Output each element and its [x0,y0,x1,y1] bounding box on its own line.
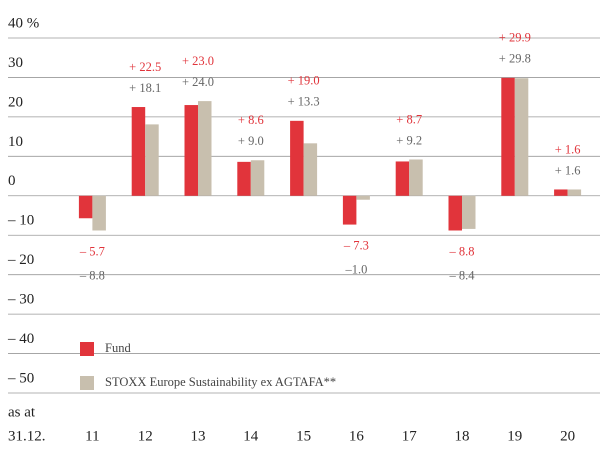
value-label: – 8.4 [449,268,476,282]
x-tick-label: 15 [296,428,311,444]
bar [501,77,515,196]
y-tick-label: 30 [8,55,23,71]
y-tick-label: – 40 [7,331,34,347]
legend-label: STOXX Europe Sustainability ex AGTAFA** [105,375,336,389]
x-axis-label: 31.12. [8,428,46,444]
value-label: – 7.3 [343,238,369,252]
value-label: – 5.7 [79,244,105,258]
y-tick-label: – 20 [7,252,34,268]
bar [514,78,529,196]
bar [250,160,265,196]
bar [78,195,93,219]
value-label: + 22.5 [129,60,161,74]
bar [184,105,198,196]
y-tick-label: – 10 [7,213,34,229]
bar [290,120,304,196]
value-label: + 29.8 [499,52,531,66]
value-label: + 9.2 [396,133,422,147]
x-tick-label: 11 [85,428,99,444]
bar [237,161,251,196]
value-label: + 29.9 [499,31,531,45]
bar [198,101,212,196]
x-tick-label: 20 [560,428,575,444]
value-label: + 1.6 [555,163,581,177]
value-label: – 8.8 [79,268,105,282]
bar [395,161,410,196]
value-label: – 8.8 [449,244,475,258]
bar [567,189,582,196]
y-tick-label: 40 % [8,15,39,31]
value-label: + 1.6 [555,142,581,156]
bar [131,107,146,196]
x-tick-label: 18 [455,428,470,444]
bar [303,143,318,196]
value-label: + 13.3 [288,95,320,109]
legend-swatch [80,342,94,356]
bar [356,195,370,200]
x-tick-label: 19 [507,428,522,444]
x-axis-label: as at [8,404,36,420]
value-label: + 9.0 [238,134,264,148]
bar [92,195,106,231]
x-tick-label: 17 [402,428,418,444]
legend-label: Fund [105,341,131,355]
value-label: + 18.1 [129,81,161,95]
x-tick-label: 12 [138,428,153,444]
bar [342,195,357,225]
y-tick-label: 20 [8,94,23,110]
legend-swatch [80,376,94,390]
x-tick-label: 16 [349,428,365,444]
bar [409,159,423,196]
x-tick-label: 14 [243,428,259,444]
bar [448,195,462,231]
x-tick-label: 13 [191,428,206,444]
value-label: –1.0 [344,262,367,276]
bar [554,189,568,196]
value-label: + 19.0 [288,74,320,88]
bar [462,195,476,229]
value-label: + 8.7 [396,112,422,126]
y-tick-label: 0 [8,173,16,189]
y-tick-label: – 50 [7,370,34,386]
bar [145,124,159,196]
value-label: + 24.0 [182,75,214,89]
y-tick-label: 10 [8,134,23,150]
value-label: + 23.0 [182,54,214,68]
y-tick-label: – 30 [7,292,34,308]
value-label: + 8.6 [238,113,264,127]
